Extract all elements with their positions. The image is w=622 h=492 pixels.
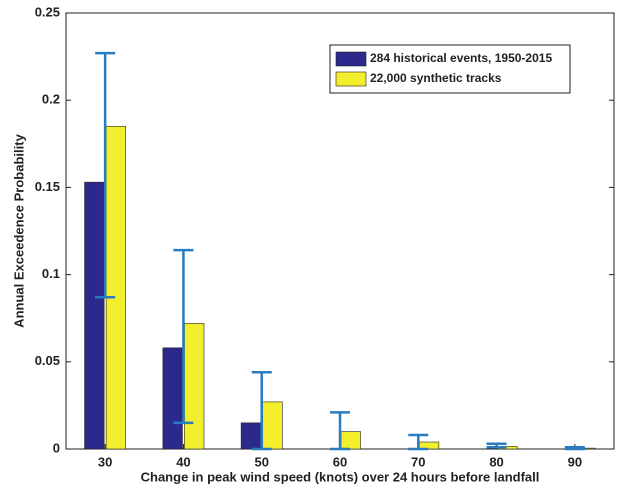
y-tick-label: 0 [53, 440, 60, 455]
bar [162, 347, 183, 450]
legend-swatch [335, 71, 367, 87]
y-axis-label: Annual Exceedence Probability [11, 133, 26, 327]
bar [262, 401, 283, 450]
x-tick-label: 50 [254, 454, 268, 469]
error-bar [330, 411, 350, 451]
error-bar [564, 446, 585, 451]
y-tick-label: 0.05 [35, 353, 60, 368]
x-axis-label: Change in peak wind speed (knots) over 2… [141, 469, 540, 484]
error-bar [486, 442, 507, 449]
x-tick-label: 60 [333, 454, 347, 469]
error-bar [408, 433, 429, 451]
bar [84, 181, 105, 450]
y-tick-label: 0.1 [42, 266, 60, 281]
legend-label: 284 historical events, 1950-2015 [370, 51, 552, 65]
error-bar [95, 51, 116, 299]
error-bar [251, 371, 272, 451]
x-tick-label: 70 [411, 454, 425, 469]
error-bar [173, 248, 194, 425]
y-tick-label: 0.15 [35, 179, 60, 194]
bar [240, 422, 262, 450]
legend-box [329, 44, 571, 94]
bar [340, 431, 361, 450]
x-tick-label: 90 [568, 454, 582, 469]
legend-swatch [335, 51, 367, 67]
legend-label: 22,000 synthetic tracks [370, 71, 502, 85]
bar [105, 126, 127, 450]
bar [184, 323, 205, 450]
y-tick-label: 0.2 [42, 92, 60, 107]
y-tick-label: 0.25 [35, 4, 60, 19]
x-tick-label: 30 [98, 454, 112, 469]
x-tick-label: 40 [176, 454, 190, 469]
x-tick-label: 80 [489, 454, 503, 469]
